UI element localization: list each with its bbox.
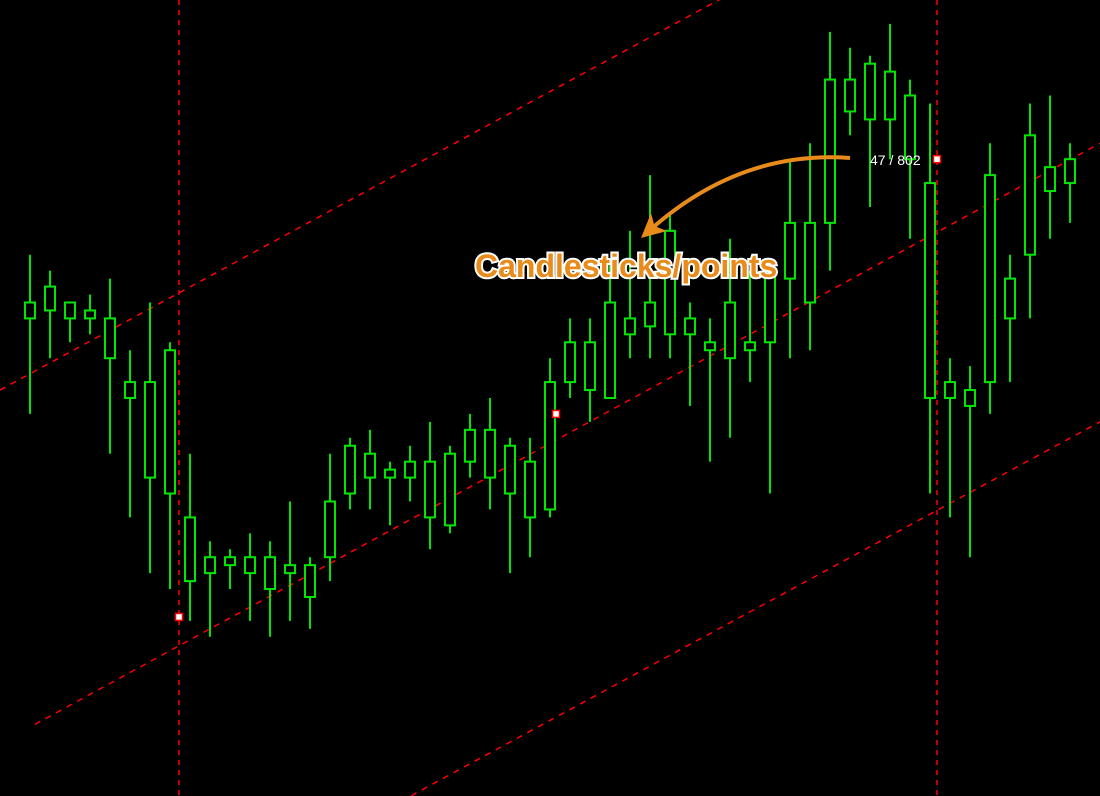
candlestick-chart[interactable]: Candlesticks/points 47 / 802 (0, 0, 1100, 796)
chart-canvas (0, 0, 1100, 796)
